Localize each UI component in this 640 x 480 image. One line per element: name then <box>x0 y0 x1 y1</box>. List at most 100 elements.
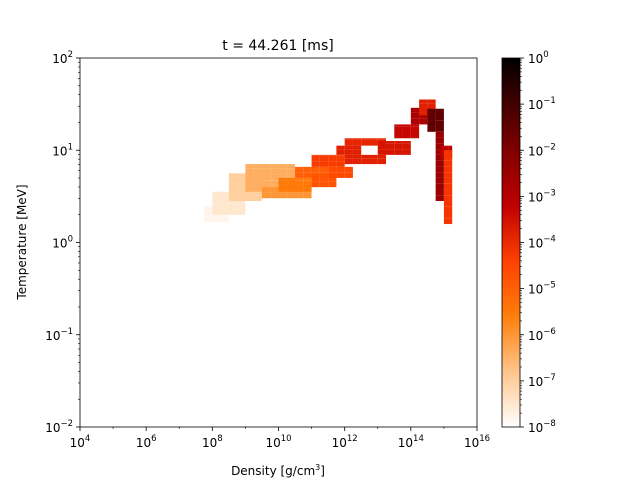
heatmap-cell <box>237 183 246 190</box>
y-axis-label: Temperature [MeV] <box>15 184 29 300</box>
heatmap-cell <box>369 154 378 159</box>
heatmap-cell <box>270 168 279 175</box>
heatmap-cell <box>253 180 262 186</box>
heatmap-cell <box>344 145 353 150</box>
heatmap-cell <box>443 212 453 219</box>
heatmap-cell <box>419 103 428 110</box>
heatmap-cell <box>435 120 444 127</box>
heatmap-cell <box>443 218 453 225</box>
heatmap-cell <box>228 195 238 201</box>
heatmap-cell <box>402 124 411 127</box>
heatmap-cell <box>377 158 387 165</box>
heatmap-cell <box>278 192 287 199</box>
heatmap-cell <box>352 145 362 150</box>
heatmap-cell <box>377 143 387 150</box>
heatmap-cell <box>435 160 444 167</box>
heatmap-cell <box>319 181 329 188</box>
heatmap-cell <box>394 132 403 139</box>
heatmap-cell <box>286 174 296 181</box>
heatmap-cell <box>435 126 444 132</box>
heatmap-cell <box>435 137 444 144</box>
heatmap-cell <box>278 168 287 175</box>
heatmap-cell <box>361 139 370 146</box>
heatmap-cell <box>435 172 444 178</box>
heatmap-cell <box>261 164 271 169</box>
heatmap-cell <box>303 180 312 186</box>
heatmap-cell <box>319 173 329 176</box>
heatmap-cell <box>352 158 362 165</box>
heatmap-cell <box>410 132 420 139</box>
heatmap-cell <box>440 146 449 152</box>
heatmap-cell <box>336 145 345 150</box>
heatmap-cell <box>261 180 271 186</box>
heatmap-cell <box>402 141 411 144</box>
heatmap-cell <box>394 124 403 127</box>
heatmap-cell <box>443 177 453 184</box>
heatmap-cell <box>278 164 287 169</box>
heatmap-cell <box>319 175 329 182</box>
heatmap-cell <box>220 203 229 210</box>
heatmap-cell <box>286 164 296 169</box>
heatmap-cell <box>377 154 387 159</box>
heatmap-cell <box>311 175 320 182</box>
heatmap-cell <box>270 187 279 193</box>
heatmap-cell <box>427 114 436 121</box>
heatmap-cell <box>344 138 353 140</box>
heatmap-cell <box>435 131 444 138</box>
heatmap-cell <box>228 173 238 178</box>
heatmap-cell <box>204 205 213 211</box>
heatmap-cell <box>377 141 387 144</box>
heatmap-cell <box>253 189 262 196</box>
x-axis-label: Density [g/cm3] <box>231 463 325 478</box>
x-tick-label: 1016 <box>464 434 490 450</box>
heatmap-cell <box>352 138 362 140</box>
heatmap-cell <box>278 177 287 181</box>
heatmap-cell <box>435 108 444 115</box>
heatmap-cell <box>237 195 246 201</box>
heatmap-cell <box>253 168 262 175</box>
heatmap-cell <box>352 139 362 146</box>
heatmap-cell <box>253 164 262 169</box>
x-tick-label: 1012 <box>332 434 358 450</box>
heatmap-cell <box>311 155 320 162</box>
heatmap-cell <box>419 99 428 104</box>
x-tick-label: 1014 <box>398 434 424 450</box>
heatmap-cell <box>352 154 362 159</box>
heatmap-cell <box>319 155 329 162</box>
heatmap-cell <box>311 161 320 167</box>
heatmap-cell <box>261 174 271 181</box>
heatmap-cell <box>303 177 312 181</box>
heatmap-cell <box>443 154 453 161</box>
heatmap-cell <box>435 189 444 196</box>
heatmap-cell <box>295 166 304 173</box>
heatmap-cell <box>402 143 411 150</box>
heatmap-cell <box>435 195 444 201</box>
heatmap-cell <box>328 166 337 173</box>
heatmap-cell <box>443 172 453 178</box>
heatmap-cell <box>278 180 287 186</box>
heatmap-cell <box>237 203 246 210</box>
colorbar-axis: 10−8 10−7 10−6 10−5 10−4 10−3 10−2 10−1 100 <box>520 50 556 435</box>
heatmap-cell <box>336 155 345 162</box>
heatmap-cell <box>336 172 345 178</box>
heatmap-cell <box>212 203 221 210</box>
heatmap-cell <box>245 180 254 186</box>
heatmap-cell <box>245 174 254 181</box>
heatmap-cell <box>220 197 229 204</box>
heatmap-cell <box>394 149 403 155</box>
x-tick-label: 1010 <box>265 434 291 450</box>
heatmap-cell <box>253 186 262 192</box>
heatmap-cell <box>410 126 420 133</box>
heatmap-cell <box>295 180 304 186</box>
heatmap-cell <box>311 173 320 176</box>
colorbar <box>501 57 521 428</box>
heatmap-cell <box>286 177 296 181</box>
heatmap-cell <box>344 154 353 159</box>
heatmap-cell <box>253 174 262 181</box>
heatmap-cell <box>278 174 287 181</box>
heatmap-cell <box>435 114 444 121</box>
heatmap-cell <box>448 146 453 152</box>
heatmap-cell <box>295 172 304 178</box>
colorbar-tick-label: 10−8 <box>528 419 556 435</box>
heatmap-cell <box>328 175 337 182</box>
